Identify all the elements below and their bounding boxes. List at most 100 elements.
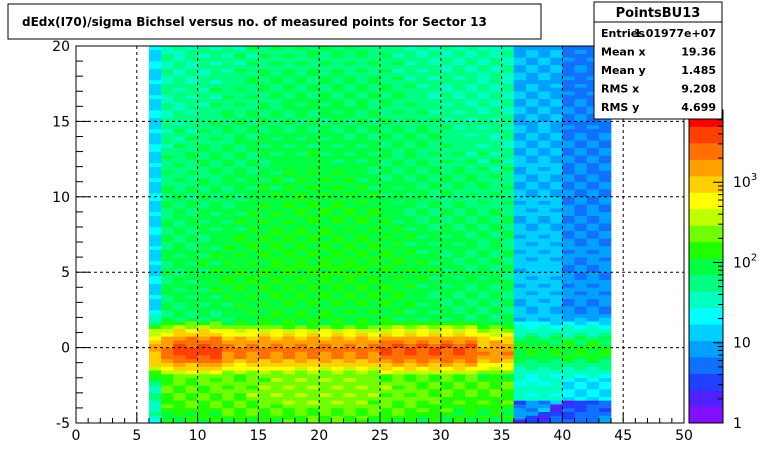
heatmap-cell	[197, 200, 211, 205]
heatmap-cell	[525, 268, 539, 273]
heatmap-cell	[550, 332, 563, 337]
heatmap-cell	[355, 174, 369, 179]
heatmap-cell	[246, 370, 259, 375]
heatmap-cell	[489, 79, 502, 84]
heatmap-cell	[294, 95, 308, 100]
heatmap-cell	[452, 215, 466, 220]
heatmap-cell	[465, 249, 478, 254]
heatmap-cell	[550, 76, 563, 81]
heatmap-cell	[343, 373, 356, 379]
palette-swatch	[689, 373, 723, 391]
heatmap-cell	[501, 177, 515, 183]
heatmap-cell	[148, 404, 162, 409]
heatmap-cell	[355, 381, 369, 386]
heatmap-cell	[270, 61, 284, 66]
heatmap-cell	[197, 226, 211, 232]
palette-swatch	[689, 175, 723, 193]
heatmap-cell	[307, 298, 320, 303]
heatmap-cell	[465, 177, 478, 183]
heatmap-cell	[258, 381, 271, 386]
heatmap-cell	[209, 362, 223, 367]
heatmap-cell	[574, 306, 588, 311]
heatmap-cell	[197, 234, 211, 239]
heatmap-cell	[416, 249, 429, 254]
heatmap-cell	[355, 309, 369, 314]
heatmap-cell	[197, 411, 211, 416]
heatmap-cell	[428, 404, 442, 409]
heatmap-cell	[416, 155, 429, 160]
heatmap-cell	[161, 260, 174, 265]
heatmap-cell	[452, 343, 466, 348]
heatmap-cell	[416, 61, 429, 66]
heatmap-cell	[513, 381, 527, 386]
heatmap-cell	[416, 113, 429, 118]
heatmap-cell	[392, 234, 405, 239]
heatmap-cell	[185, 370, 198, 375]
heatmap-cell	[148, 125, 162, 130]
heatmap-cell	[392, 264, 405, 269]
heatmap-cell	[465, 396, 478, 401]
heatmap-cell	[209, 287, 223, 292]
heatmap-cell	[270, 215, 284, 220]
heatmap-cell	[367, 340, 381, 345]
heatmap-cell	[416, 336, 429, 341]
heatmap-cell	[501, 245, 515, 250]
heatmap-cell	[221, 53, 235, 58]
heatmap-cell	[428, 324, 442, 330]
heatmap-cell	[161, 283, 174, 288]
heatmap-cell	[452, 174, 466, 179]
heatmap-cell	[465, 95, 478, 100]
heatmap-cell	[234, 196, 247, 201]
heatmap-cell	[513, 102, 527, 107]
heatmap-cell	[197, 162, 211, 167]
heatmap-cell	[258, 46, 271, 51]
heatmap-cell	[319, 355, 332, 360]
heatmap-cell	[586, 249, 600, 254]
palette-swatch	[689, 406, 723, 424]
heatmap-cell	[489, 347, 502, 352]
heatmap-cell	[440, 358, 454, 363]
heatmap-cell	[367, 370, 381, 375]
heatmap-cell	[562, 347, 575, 352]
heatmap-cell	[197, 151, 211, 156]
heatmap-cell	[404, 49, 417, 54]
heatmap-cell	[501, 79, 515, 84]
heatmap-cell	[477, 283, 490, 288]
heatmap-cell	[550, 140, 563, 145]
heatmap-cell	[234, 415, 247, 420]
heatmap-cell	[148, 64, 162, 69]
heatmap-cell	[477, 53, 490, 58]
heatmap-cell	[598, 328, 612, 333]
heatmap-cell	[294, 87, 308, 92]
heatmap-cell	[197, 64, 211, 69]
heatmap-cell	[161, 87, 174, 92]
heatmap-cell	[148, 340, 162, 345]
heatmap-cell	[173, 76, 186, 81]
heatmap-cell	[209, 324, 223, 330]
heatmap-cell	[270, 351, 284, 356]
heatmap-cell	[367, 294, 381, 299]
heatmap-cell	[331, 95, 344, 100]
heatmap-cell	[221, 313, 235, 318]
heatmap-cell	[416, 49, 429, 54]
heatmap-cell	[538, 68, 551, 73]
heatmap-cell	[331, 53, 344, 58]
x-tick-label: 35	[493, 428, 511, 444]
heatmap-cell	[501, 144, 515, 149]
heatmap-cell	[525, 208, 539, 213]
heatmap-cell	[331, 170, 344, 175]
heatmap-cell	[404, 76, 417, 81]
heatmap-cell	[586, 396, 600, 401]
heatmap-cell	[477, 185, 490, 190]
heatmap-cell	[355, 294, 369, 299]
heatmap-cell	[343, 321, 356, 326]
heatmap-cell	[489, 76, 502, 81]
heatmap-cell	[234, 132, 247, 137]
heatmap-cell	[209, 366, 223, 371]
heatmap-cell	[343, 419, 356, 424]
heatmap-cell	[538, 324, 551, 330]
heatmap-cell	[209, 110, 223, 115]
heatmap-cell	[380, 336, 393, 341]
heatmap-cell	[465, 370, 478, 375]
